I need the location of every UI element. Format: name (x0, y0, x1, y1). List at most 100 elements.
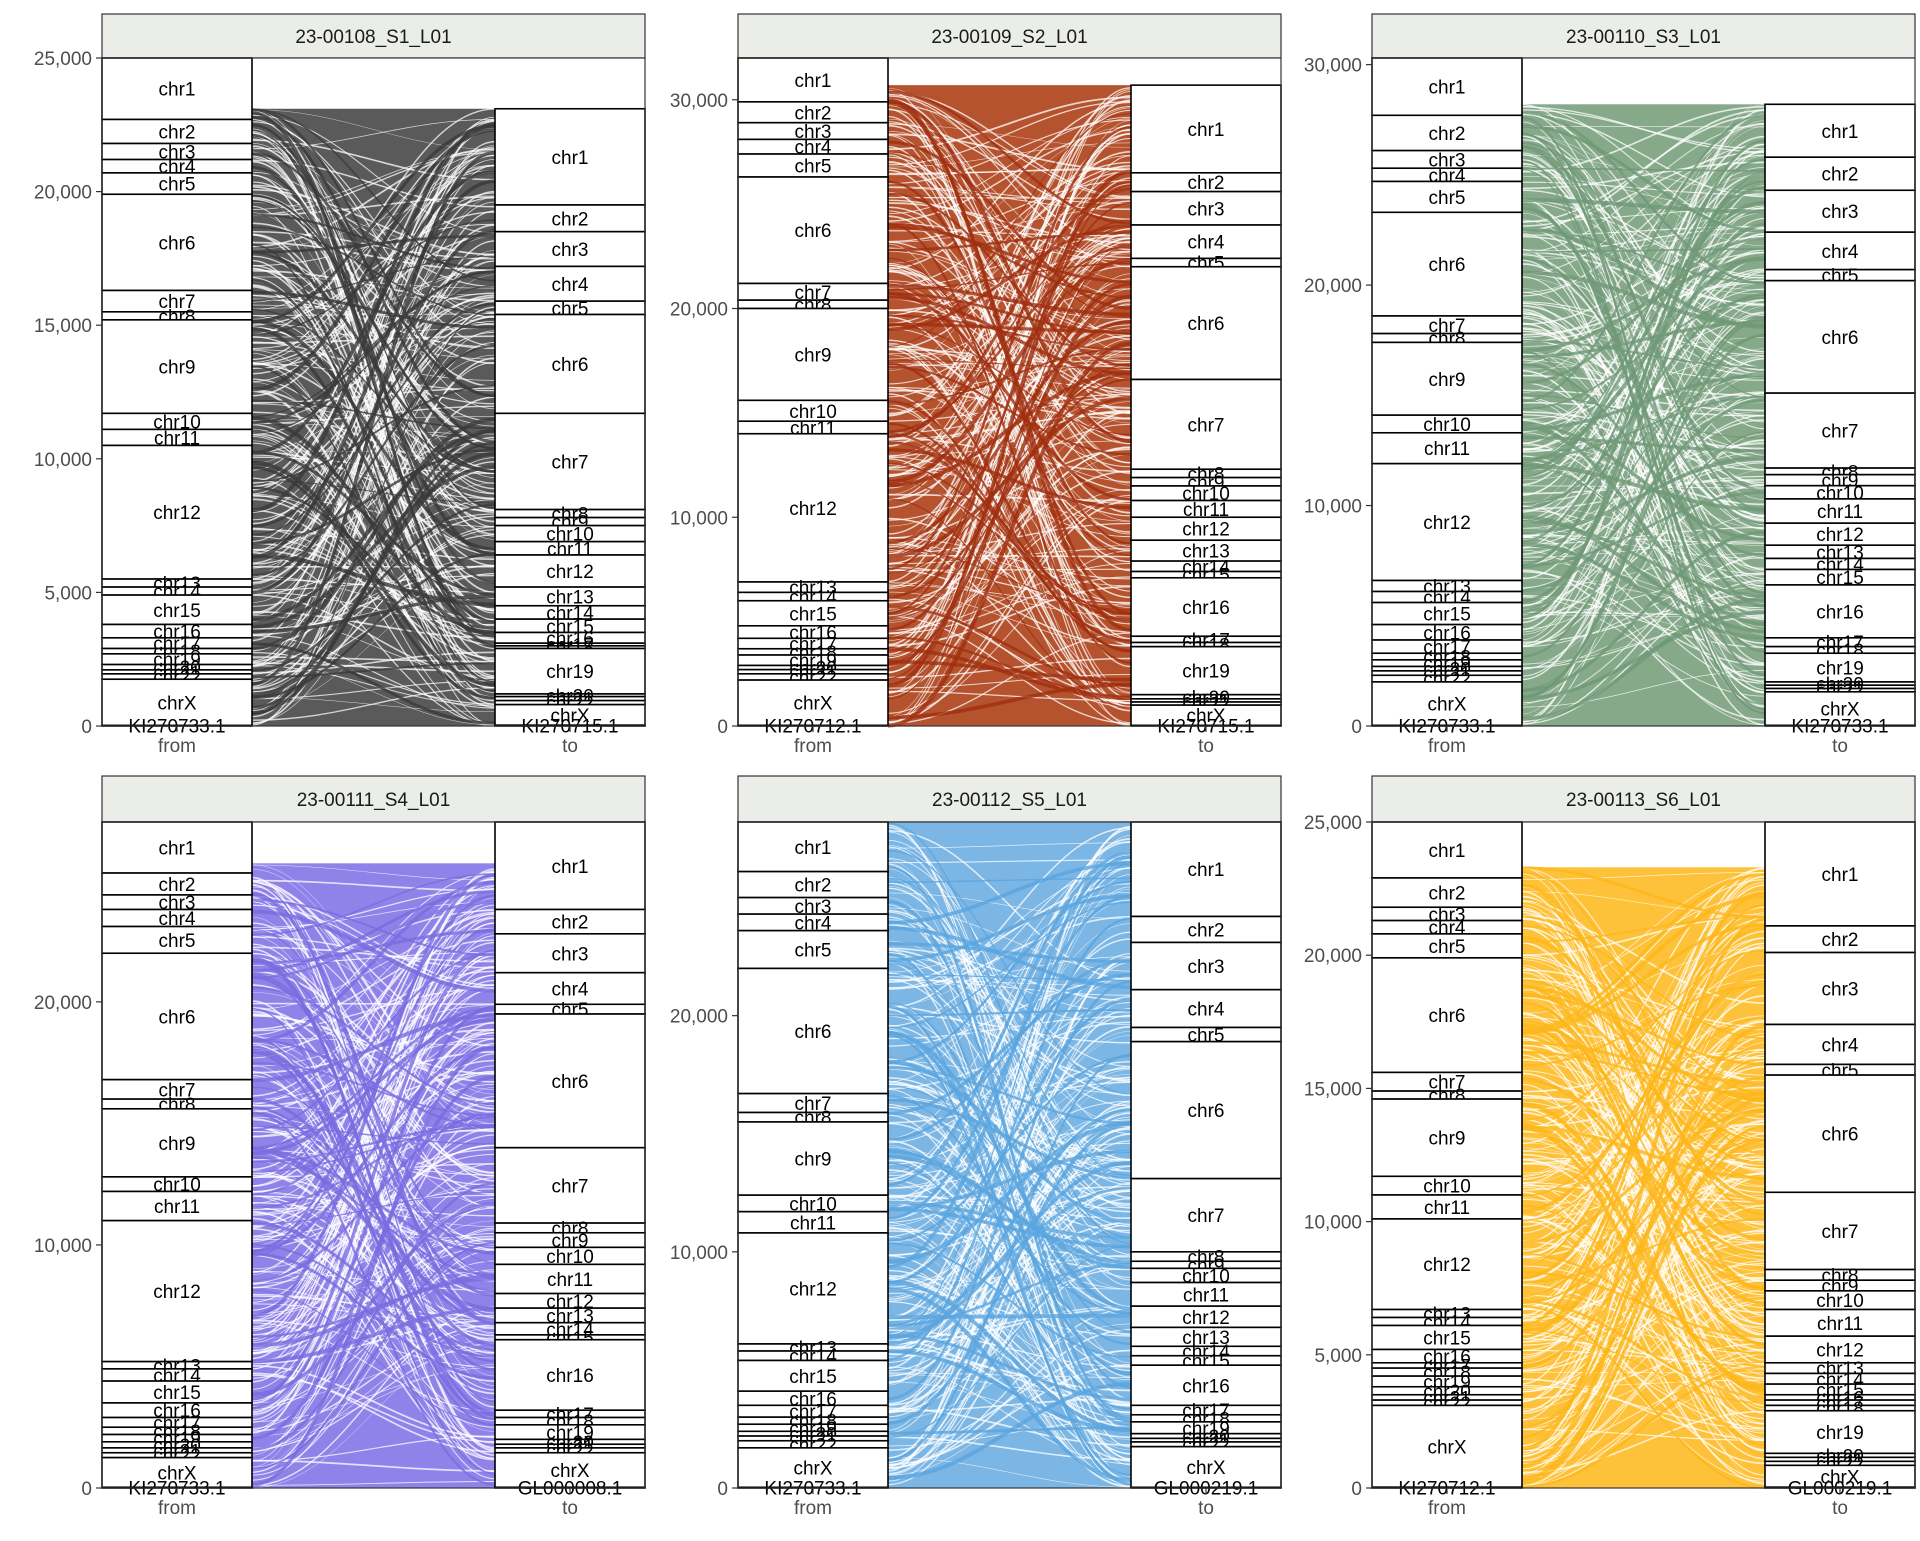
to-stratum-label: chr3 (1822, 202, 1859, 223)
from-strata: chr1chr2chr3chr4chr5chr6chr7chr8chr9chr1… (738, 58, 888, 738)
from-stratum-label: chr5 (159, 931, 196, 952)
to-strata: chr1chr2chr3chr4chr5chr6chr7chr8chr9chr1… (1765, 822, 1915, 1500)
x-tick-label: to (1198, 1498, 1214, 1519)
from-stratum-label: chr9 (795, 345, 832, 366)
to-stratum-label: chr16 (1816, 602, 1864, 623)
from-stratum-label: chr1 (795, 838, 832, 859)
y-tick-label: 5,000 (44, 583, 92, 604)
to-strata: chr1chr2chr3chr4chr5chr6chr7chr8chr9chr1… (495, 109, 645, 738)
from-stratum-label: chr1 (159, 839, 196, 860)
to-stratum-label: chr6 (1822, 1125, 1859, 1146)
to-stratum-label: chr4 (1822, 242, 1859, 263)
from-strata: chr1chr2chr3chr4chr5chr6chr7chr8chr9chr1… (102, 822, 252, 1500)
y-tick-label: 0 (717, 717, 728, 738)
from-stratum-label: chr2 (1429, 884, 1466, 905)
y-tick-label: 20,000 (34, 993, 92, 1014)
y-tick-label: 10,000 (670, 508, 728, 529)
y-tick-label: 20,000 (1304, 276, 1362, 297)
y-tick-label: 0 (1351, 717, 1362, 738)
y-tick-label: 15,000 (34, 316, 92, 337)
to-stratum-label: chr7 (1822, 422, 1859, 443)
from-stratum-label: chr6 (795, 1022, 832, 1043)
from-stratum-label: chr2 (1429, 124, 1466, 145)
from-stratum-label: chr1 (1429, 841, 1466, 862)
y-tick-label: 20,000 (1304, 946, 1362, 967)
y-tick-label: 0 (717, 1479, 728, 1500)
from-stratum-label: chr9 (1429, 370, 1466, 391)
y-tick-label: 0 (81, 1479, 92, 1500)
x-tick-label: from (158, 1498, 196, 1519)
y-axis: 0 5,000 10,000 15,000 20,000 25,000 (1304, 813, 1372, 1500)
from-stratum-label: chrX (793, 1459, 832, 1480)
y-tick-label: 25,000 (1304, 813, 1362, 834)
to-stratum-label: chr7 (552, 1176, 589, 1197)
y-tick-label: 15,000 (1304, 1079, 1362, 1100)
y-tick-label: 5,000 (1314, 1346, 1362, 1367)
to-stratum-label: chr6 (1822, 328, 1859, 349)
facet-strip-label: 23-00110_S3_L01 (1566, 27, 1721, 48)
x-tick-label: to (562, 1498, 578, 1519)
facet-strip-label: 23-00108_S1_L01 (295, 27, 451, 48)
to-stratum-label: chrX (1186, 1458, 1225, 1479)
to-strata: chr1chr2chr3chr4chr5chr6chr7chr8chr9chr1… (495, 822, 645, 1500)
from-strata: chr1chr2chr3chr4chr5chr6chr7chr8chr9chr1… (102, 58, 252, 738)
y-tick-label: 25,000 (34, 49, 92, 70)
to-stratum-label: chr1 (552, 148, 589, 169)
y-tick-label: 10,000 (34, 450, 92, 471)
to-stratum-label: chr12 (1182, 520, 1230, 541)
from-strata: chr1chr2chr3chr4chr5chr6chr7chr8chr9chr1… (1372, 58, 1522, 738)
to-stratum-label: chr7 (1188, 1206, 1225, 1227)
facet-strip-label: 23-00109_S2_L01 (931, 27, 1087, 48)
x-tick-label: from (158, 736, 196, 757)
to-stratum-label: chr16 (546, 1366, 594, 1387)
to-stratum-label: chr1 (1822, 865, 1859, 886)
y-tick-label: 0 (81, 717, 92, 738)
x-tick-label: to (1832, 1498, 1848, 1519)
from-strata: chr1chr2chr3chr4chr5chr6chr7chr8chr9chr1… (1372, 822, 1522, 1500)
y-tick-label: 20,000 (670, 300, 728, 321)
from-stratum-label: chr6 (159, 233, 196, 254)
to-stratum-label: chr2 (552, 913, 589, 934)
from-stratum-label: chr9 (159, 1134, 196, 1155)
to-stratum-label: chr4 (1822, 1035, 1859, 1056)
from-stratum-label: chr12 (153, 503, 201, 524)
from-stratum-label: chr12 (1423, 1255, 1471, 1276)
from-stratum-label: chr2 (159, 122, 196, 143)
from-stratum-label: chr9 (795, 1150, 832, 1171)
from-stratum-label: chr9 (1429, 1129, 1466, 1150)
to-stratum-label: chr2 (1822, 165, 1859, 186)
to-stratum-label: chr19 (1182, 662, 1230, 683)
x-tick-label: to (1198, 736, 1214, 757)
to-stratum-label: chr4 (1188, 1000, 1225, 1021)
to-stratum-label: chr2 (1188, 920, 1225, 941)
from-stratum-label: chr5 (159, 175, 196, 196)
to-stratum-label: chr11 (1183, 1285, 1229, 1306)
y-tick-label: 0 (1351, 1479, 1362, 1500)
to-stratum-label: chr3 (1188, 199, 1225, 220)
to-stratum-label: chr11 (1817, 1314, 1863, 1335)
y-tick-label: 10,000 (1304, 1213, 1362, 1234)
to-strata: chr1chr2chr3chr4chr5chr6chr7chr8chr9chr1… (1765, 104, 1915, 737)
to-stratum-label: chr1 (552, 857, 589, 878)
to-stratum-label: chr4 (1188, 233, 1225, 254)
y-tick-label: 30,000 (1304, 56, 1362, 77)
to-stratum-label: chr11 (1817, 502, 1863, 523)
panel-2: 23-00109_S2_L01chr1chr2chr3chr4chr5chr6c… (670, 14, 1281, 757)
y-tick-label: 30,000 (670, 91, 728, 112)
panel-6: 23-00113_S6_L01chr1chr2chr3chr4chr5chr6c… (1304, 776, 1915, 1519)
to-stratum-label: chr7 (552, 452, 589, 473)
to-stratum-label: chr2 (552, 209, 589, 230)
from-stratum-label: chr6 (1429, 1006, 1466, 1027)
x-tick-label: to (562, 736, 578, 757)
from-stratum-label: chr6 (795, 221, 832, 242)
from-stratum-label: chr6 (1429, 255, 1466, 276)
from-stratum-label: chr1 (159, 80, 196, 101)
from-stratum-label: chr15 (789, 1367, 837, 1388)
from-stratum-label: chr1 (795, 71, 832, 92)
to-stratum-label: chr4 (552, 275, 589, 296)
to-stratum-label: chr19 (1816, 1423, 1864, 1444)
